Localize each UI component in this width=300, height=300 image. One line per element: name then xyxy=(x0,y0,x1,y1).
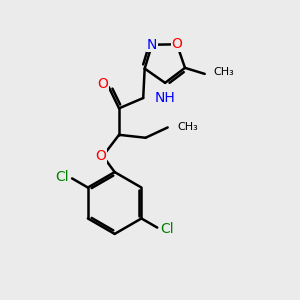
Text: Cl: Cl xyxy=(160,222,174,236)
Text: O: O xyxy=(95,149,106,163)
Text: N: N xyxy=(147,38,157,52)
Text: O: O xyxy=(98,76,108,91)
Text: O: O xyxy=(171,37,182,51)
Text: NH: NH xyxy=(154,91,175,105)
Text: Cl: Cl xyxy=(56,170,69,184)
Text: CH₃: CH₃ xyxy=(177,122,198,133)
Text: CH₃: CH₃ xyxy=(214,68,234,77)
